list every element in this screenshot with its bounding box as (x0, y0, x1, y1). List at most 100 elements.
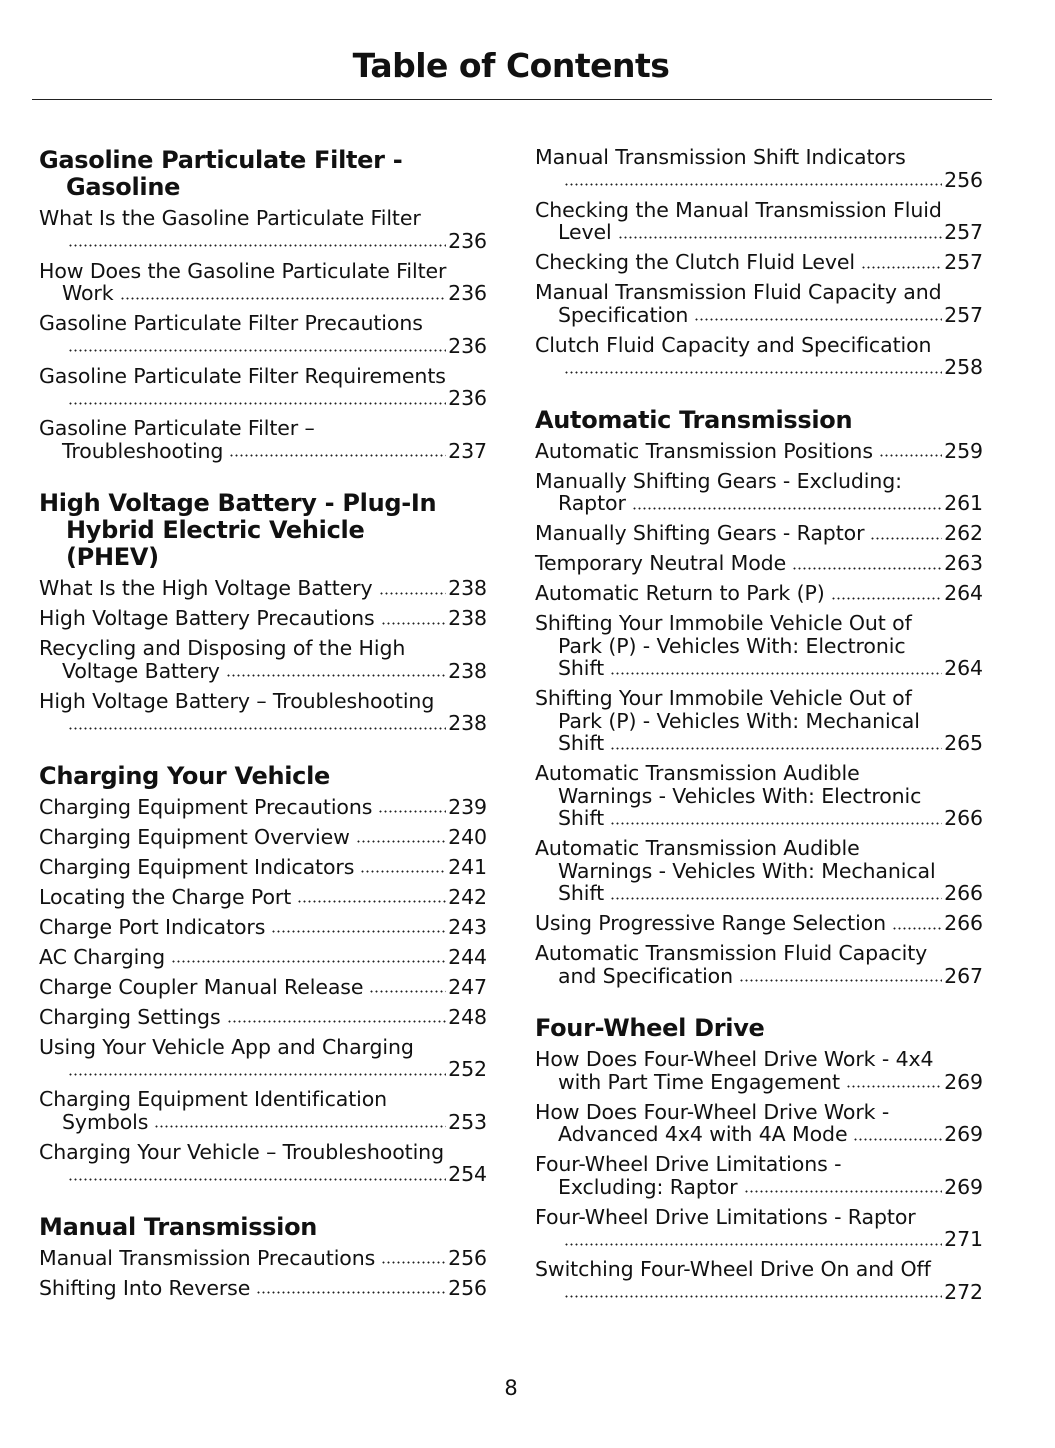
toc-entry[interactable]: Charging Your Vehicle – Troubleshooting 2… (39, 1140, 487, 1186)
toc-entry[interactable]: Temporary Neutral Mode 263 (535, 552, 983, 575)
toc-entry[interactable]: Locating the Charge Port 242 (39, 885, 487, 909)
toc-entry-text: Advanced 4x4 with 4A Mode (558, 1122, 848, 1146)
toc-entry[interactable]: Charge Port Indicators 243 (39, 915, 487, 939)
dot-leader (355, 840, 447, 843)
toc-page-number: 240 (448, 824, 487, 849)
toc-entry[interactable]: High Voltage Battery – Troubleshooting 23… (39, 689, 487, 735)
toc-entry-line: Automatic Transmission Audible (535, 837, 983, 860)
dot-leader (564, 1295, 943, 1298)
toc-entry[interactable]: Charging Equipment Overview 240 (39, 824, 487, 849)
toc-page-number: 238 (448, 658, 487, 683)
toc-entry[interactable]: Using Your Vehicle App and Charging 252 (39, 1035, 487, 1081)
toc-page-number: 257 (944, 250, 983, 274)
toc-entry-line: Temporary Neutral Mode 263 (535, 552, 983, 575)
toc-entry[interactable]: Checking the Manual Transmission Fluid Le… (535, 198, 983, 244)
toc-entry-text: How Does the Gasoline Particulate Filter (39, 258, 447, 283)
toc-page-number: 264 (944, 581, 983, 605)
toc-entry-line: and Specification 267 (535, 963, 983, 988)
toc-entry[interactable]: Charging Equipment Indicators 241 (39, 855, 487, 879)
toc-entry[interactable]: Clutch Fluid Capacity and Specification 2… (535, 333, 983, 379)
toc-entry[interactable]: Automatic Transmission Positions 259 (535, 438, 983, 463)
section-heading-line: High Voltage Battery - Plug-In (39, 489, 437, 517)
toc-entry-line: Manually Shifting Gears - Excluding: (535, 469, 983, 493)
toc-entry[interactable]: Shifting Into Reverse 256 (39, 1276, 487, 1300)
toc-entry[interactable]: Charging Settings 248 (39, 1005, 487, 1029)
toc-entry[interactable]: Automatic Transmission Audible Warnings -… (535, 837, 983, 905)
toc-entry-line: Charging Equipment Identification (39, 1088, 487, 1111)
toc-entry[interactable]: What Is the High Voltage Battery 238 (39, 577, 487, 600)
toc-entry[interactable]: Gasoline Particulate Filter – Troubleshoo… (39, 417, 487, 462)
toc-entry[interactable]: Manual Transmission Fluid Capacity and Sp… (535, 281, 983, 326)
toc-entry-line: Voltage Battery 238 (39, 658, 487, 683)
toc-entry[interactable]: Manually Shifting Gears - Excluding: Rapt… (535, 469, 983, 515)
dot-leader (564, 370, 943, 374)
page-number: 8 (504, 1376, 518, 1400)
section-heading-line: Four-Wheel Drive (535, 1014, 765, 1042)
section-heading: Gasoline Particulate Filter - Gasoline (39, 147, 487, 201)
toc-entry-text: Gasoline Particulate Filter Requirements (39, 363, 446, 388)
toc-entry-line: Shift 266 (535, 807, 983, 830)
dot-leader (853, 1137, 943, 1141)
dot-leader (610, 896, 943, 900)
toc-entry[interactable]: How Does Four-Wheel Drive Work - Advanced… (535, 1100, 983, 1146)
toc-entry[interactable]: Checking the Clutch Fluid Level 257 (535, 251, 983, 274)
toc-entry-text: Charging Equipment Overview (39, 824, 350, 849)
dot-leader (68, 349, 447, 352)
toc-entry-line: Charging Equipment Indicators 241 (39, 855, 487, 879)
toc-entry-text: High Voltage Battery Precautions (39, 606, 375, 630)
toc-entry[interactable]: Automatic Return to Park (P) 264 (535, 582, 983, 605)
toc-entry[interactable]: Four-Wheel Drive Limitations - Excluding:… (535, 1153, 983, 1198)
toc-page-number: 267 (944, 963, 983, 988)
toc-entry-line: Level 257 (535, 221, 983, 244)
toc-entry-line: 272 (535, 1280, 983, 1304)
dot-leader (845, 1085, 943, 1088)
toc-entry[interactable]: Charging Equipment Identification Symbols… (39, 1088, 487, 1133)
toc-entry-line: Automatic Transmission Audible (535, 762, 983, 785)
toc-entry[interactable]: Manually Shifting Gears - Raptor 262 (535, 522, 983, 545)
toc-entry[interactable]: Shifting Your Immobile Vehicle Out of Par… (535, 687, 983, 755)
toc-entry-text: Troubleshooting (62, 438, 224, 463)
toc-entry-text: Level (558, 220, 612, 244)
toc-entry[interactable]: Gasoline Particulate Filter Requirements… (39, 363, 487, 410)
dot-leader (739, 979, 943, 982)
dot-leader (870, 536, 943, 540)
toc-page-number: 244 (448, 944, 487, 969)
toc-entry[interactable]: Recycling and Disposing of the High Volta… (39, 637, 487, 682)
toc-entry-text: Four-Wheel Drive Limitations - Raptor (535, 1204, 916, 1229)
toc-page-number: 259 (944, 438, 983, 463)
toc-entry[interactable]: How Does Four-Wheel Drive Work - 4x4 with… (535, 1048, 983, 1093)
dot-leader (610, 821, 943, 825)
toc-page-number: 271 (944, 1227, 983, 1251)
toc-entry-line: How Does Four-Wheel Drive Work - (535, 1100, 983, 1124)
toc-entry-line: Four-Wheel Drive Limitations - (535, 1153, 983, 1176)
toc-page-number: 258 (944, 355, 983, 379)
dot-leader (119, 296, 447, 300)
toc-entry[interactable]: Automatic Transmission Audible Warnings -… (535, 762, 983, 830)
toc-entry[interactable]: Charge Coupler Manual Release 247 (39, 975, 487, 999)
section-heading: Charging Your Vehicle (39, 762, 487, 790)
dot-leader (297, 900, 447, 903)
toc-entry-line: Shift 266 (535, 882, 983, 905)
toc-entry[interactable]: High Voltage Battery Precautions 238 (39, 607, 487, 630)
toc-section: Manual Transmission Manual Transmission P… (39, 1213, 487, 1300)
toc-page-number: 239 (448, 794, 487, 819)
toc-entry-line: 256 (535, 168, 983, 192)
toc-entry[interactable]: Using Progressive Range Selection 266 (535, 912, 983, 935)
toc-entry[interactable]: Gasoline Particulate Filter Precautions 2… (39, 312, 487, 357)
toc-entry[interactable]: Manual Transmission Precautions 256 (39, 1246, 487, 1270)
toc-entry-line: 236 (39, 334, 487, 358)
toc-entry-line: 236 (39, 387, 487, 410)
toc-entry[interactable]: Shifting Your Immobile Vehicle Out of Par… (535, 612, 983, 680)
toc-entry[interactable]: Manual Transmission Shift Indicators 256 (535, 146, 983, 191)
toc-entry[interactable]: How Does the Gasoline Particulate Filter… (39, 258, 487, 305)
toc-entry[interactable]: AC Charging 244 (39, 944, 487, 969)
toc-entry-line: Automatic Transmission Positions 259 (535, 438, 983, 463)
toc-entry[interactable]: Charging Equipment Precautions 239 (39, 794, 487, 819)
toc-entry[interactable]: Four-Wheel Drive Limitations - Raptor 271 (535, 1204, 983, 1251)
toc-entry[interactable]: What Is the Gasoline Particulate Filter 2… (39, 207, 487, 252)
toc-entry[interactable]: Automatic Transmission Fluid Capacity and… (535, 942, 983, 987)
toc-entry[interactable]: Switching Four-Wheel Drive On and Off 272 (535, 1258, 983, 1303)
toc-entry-line: Shift 264 (535, 657, 983, 680)
dot-leader (830, 596, 943, 600)
toc-entry-line: Automatic Transmission Fluid Capacity (535, 942, 983, 965)
